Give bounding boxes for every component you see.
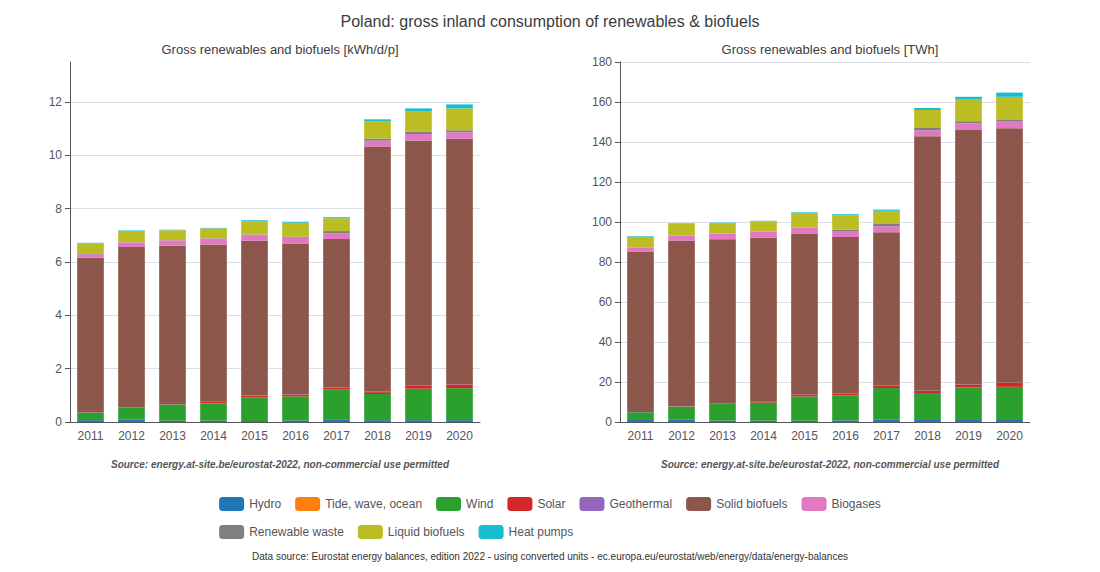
svg-text:Source: energy.at-site.be/euro: Source: energy.at-site.be/eurostat-2022,… — [111, 459, 450, 470]
svg-text:2017: 2017 — [323, 429, 350, 443]
svg-text:60: 60 — [599, 295, 613, 309]
svg-text:2011: 2011 — [78, 429, 104, 443]
svg-text:Renewable waste: Renewable waste — [249, 525, 344, 539]
svg-text:2020: 2020 — [446, 429, 473, 443]
svg-text:40: 40 — [599, 335, 613, 349]
svg-text:Solar: Solar — [537, 497, 565, 511]
svg-text:2018: 2018 — [914, 429, 941, 443]
svg-text:2012: 2012 — [118, 429, 145, 443]
svg-text:Gross renewables and biofuels: Gross renewables and biofuels [kWh/d/p] — [161, 42, 398, 57]
svg-text:2013: 2013 — [709, 429, 736, 443]
svg-text:Geothermal: Geothermal — [609, 497, 672, 511]
svg-text:Biogases: Biogases — [832, 497, 881, 511]
svg-text:0: 0 — [605, 415, 612, 429]
svg-text:Wind: Wind — [466, 497, 493, 511]
svg-text:2019: 2019 — [955, 429, 982, 443]
svg-text:160: 160 — [592, 95, 612, 109]
svg-text:2016: 2016 — [832, 429, 859, 443]
svg-text:180: 180 — [592, 55, 612, 69]
svg-text:Heat pumps: Heat pumps — [509, 525, 574, 539]
svg-text:2018: 2018 — [364, 429, 391, 443]
svg-text:2013: 2013 — [159, 429, 186, 443]
svg-text:10: 10 — [49, 148, 63, 162]
svg-text:100: 100 — [592, 215, 612, 229]
svg-text:4: 4 — [55, 308, 62, 322]
svg-text:Tide, wave, ocean: Tide, wave, ocean — [325, 497, 422, 511]
svg-text:2011: 2011 — [628, 429, 654, 443]
svg-text:2015: 2015 — [241, 429, 268, 443]
svg-text:2012: 2012 — [668, 429, 695, 443]
svg-text:2017: 2017 — [873, 429, 900, 443]
svg-text:2015: 2015 — [791, 429, 818, 443]
svg-text:6: 6 — [55, 255, 62, 269]
svg-text:Hydro: Hydro — [249, 497, 281, 511]
svg-text:20: 20 — [599, 375, 613, 389]
svg-text:Source: energy.at-site.be/euro: Source: energy.at-site.be/eurostat-2022,… — [661, 459, 1000, 470]
svg-text:120: 120 — [592, 175, 612, 189]
svg-text:8: 8 — [55, 202, 62, 216]
svg-text:Liquid biofuels: Liquid biofuels — [388, 525, 465, 539]
svg-text:2: 2 — [55, 362, 62, 376]
svg-text:2014: 2014 — [750, 429, 777, 443]
svg-text:Gross renewables and biofuels: Gross renewables and biofuels [TWh] — [722, 42, 939, 57]
svg-text:0: 0 — [55, 415, 62, 429]
svg-text:Poland: gross inland consumpti: Poland: gross inland consumption of rene… — [341, 13, 760, 30]
svg-text:140: 140 — [592, 135, 612, 149]
svg-text:2019: 2019 — [405, 429, 432, 443]
svg-text:2020: 2020 — [996, 429, 1023, 443]
svg-text:2014: 2014 — [200, 429, 227, 443]
svg-text:12: 12 — [49, 95, 63, 109]
svg-text:80: 80 — [599, 255, 613, 269]
svg-text:Solid biofuels: Solid biofuels — [716, 497, 787, 511]
svg-text:2016: 2016 — [282, 429, 309, 443]
svg-text:Data source: Eurostat energy b: Data source: Eurostat energy balances, e… — [252, 551, 848, 562]
